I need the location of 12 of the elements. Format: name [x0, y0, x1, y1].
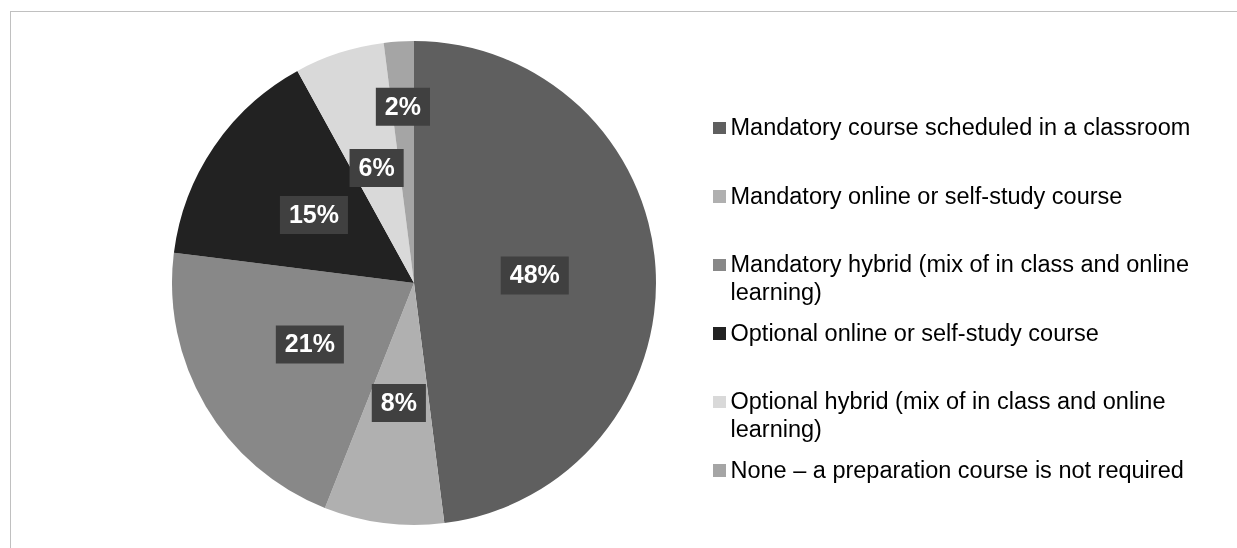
- data-label: 8%: [380, 387, 417, 416]
- legend-label: Optional hybrid (mix of in class and online learning): [730, 388, 1167, 443]
- data-label: 48%: [509, 260, 560, 289]
- legend-label: Mandatory course scheduled in a classroom: [730, 114, 1191, 142]
- data-label: 21%: [284, 329, 335, 358]
- legend-label: Mandatory hybrid (mix of in class and online learning): [730, 251, 1190, 306]
- data-label: 6%: [358, 152, 395, 181]
- legend-label: Mandatory online or self-study course: [730, 182, 1123, 210]
- legend-label: None – a preparation course is not required: [730, 456, 1184, 484]
- data-label: 15%: [288, 199, 339, 228]
- data-label: 2%: [384, 91, 421, 120]
- legend-label: Optional online or self-study course: [730, 319, 1099, 347]
